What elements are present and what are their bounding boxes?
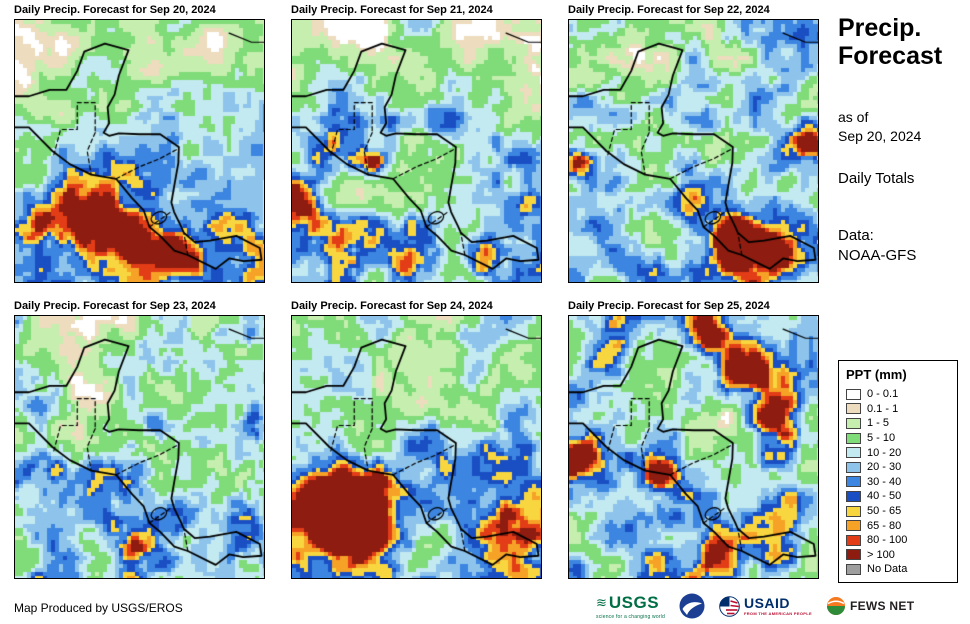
legend: PPT (mm) 0 - 0.1 0.1 - 1 1 - 5 5 - 10 10 - 2… <box>838 360 958 583</box>
panel-title: Daily Precip. Forecast for Sep 20, 2024 <box>14 4 216 16</box>
legend-item: 5 - 10 <box>846 431 952 446</box>
legend-item: 0 - 0.1 <box>846 387 952 402</box>
legend-item: 50 - 65 <box>846 504 952 519</box>
page-title-line1: Precip. <box>838 14 922 42</box>
legend-swatch <box>846 490 861 502</box>
legend-item: 10 - 20 <box>846 445 952 460</box>
legend-swatch <box>846 388 861 400</box>
legend-swatch <box>846 563 861 575</box>
panel-title: Daily Precip. Forecast for Sep 22, 2024 <box>568 4 770 16</box>
legend-item: > 100 <box>846 548 952 563</box>
legend-rows: 0 - 0.1 0.1 - 1 1 - 5 5 - 10 10 - 20 20 - 30 3… <box>846 387 952 577</box>
legend-label: 50 - 65 <box>867 505 902 518</box>
legend-item: 80 - 100 <box>846 533 952 548</box>
legend-label: 40 - 50 <box>867 490 902 503</box>
legend-label: 20 - 30 <box>867 461 902 474</box>
map-panel-sep-20: Daily Precip. Forecast for Sep 20, 2024 <box>14 4 267 283</box>
map-credit: Map Produced by USGS/EROS <box>14 601 183 615</box>
legend-item: 40 - 50 <box>846 489 952 504</box>
data-source-label: Data: <box>838 227 874 244</box>
page-title: Precip. Forecast <box>838 14 942 70</box>
legend-swatch <box>846 447 861 459</box>
panel-title: Daily Precip. Forecast for Sep 21, 2024 <box>291 4 493 16</box>
usgs-wave-icon: ≋ <box>596 595 607 610</box>
agency-logos: ≋ USGS science for a changing world USAI… <box>596 591 914 621</box>
legend-label: 30 - 40 <box>867 475 902 488</box>
map-panel-sep-25: Daily Precip. Forecast for Sep 25, 2024 <box>568 300 821 579</box>
usgs-logo: ≋ USGS science for a changing world <box>596 593 665 620</box>
legend-item: 0.1 - 1 <box>846 402 952 417</box>
legend-label: 0 - 0.1 <box>867 388 899 401</box>
as-of-label: as of <box>838 109 869 125</box>
precip-map-sep-22 <box>568 19 819 283</box>
legend-label: 65 - 80 <box>867 519 902 532</box>
fewsnet-logo: FEWS NET <box>826 596 914 616</box>
precip-map-sep-24 <box>291 315 542 579</box>
legend-item: 1 - 5 <box>846 416 952 431</box>
legend-label: No Data <box>867 563 908 576</box>
map-panel-sep-22: Daily Precip. Forecast for Sep 22, 2024 <box>568 4 821 283</box>
noaa-logo <box>679 593 705 619</box>
usaid-emblem-icon <box>719 595 740 617</box>
page-title-line2: Forecast <box>838 42 943 70</box>
legend-label: 80 - 100 <box>867 534 908 547</box>
map-panel-sep-23: Daily Precip. Forecast for Sep 23, 2024 <box>14 300 267 579</box>
legend-title: PPT (mm) <box>846 367 907 382</box>
fewsnet-wordmark: FEWS NET <box>849 599 915 613</box>
legend-item: 30 - 40 <box>846 475 952 490</box>
panel-title: Daily Precip. Forecast for Sep 25, 2024 <box>568 300 770 312</box>
data-source-value: NOAA-GFS <box>838 247 917 265</box>
legend-swatch <box>846 432 861 444</box>
legend-item: 20 - 30 <box>846 460 952 475</box>
precip-map-sep-23 <box>14 315 265 579</box>
as-of-date: Sep 20, 2024 <box>838 127 922 144</box>
info-sidebar: Precip. Forecast as of Sep 20, 2024 Dail… <box>836 0 964 624</box>
legend-swatch <box>846 520 861 532</box>
precip-map-sep-25 <box>568 315 819 579</box>
panel-title: Daily Precip. Forecast for Sep 23, 2024 <box>14 300 216 312</box>
map-panel-sep-24: Daily Precip. Forecast for Sep 24, 2024 <box>291 300 544 579</box>
legend-swatch <box>846 549 861 561</box>
noaa-seagull-icon <box>679 593 705 619</box>
legend-item: No Data <box>846 562 952 577</box>
legend-swatch <box>846 417 861 429</box>
precip-map-sep-20 <box>14 19 265 283</box>
legend-swatch <box>846 403 861 415</box>
usgs-wordmark: USGS <box>608 592 660 612</box>
usaid-logo: USAID FROM THE AMERICAN PEOPLE <box>719 595 812 617</box>
precip-map-sep-21 <box>291 19 542 283</box>
daily-totals-label: Daily Totals <box>838 170 915 187</box>
legend-swatch <box>846 505 861 517</box>
as-of-block: as of Sep 20, 2024 <box>838 108 921 146</box>
data-source-block: Data: NOAA-GFS <box>838 226 916 267</box>
usaid-tagline: FROM THE AMERICAN PEOPLE <box>743 610 812 616</box>
legend-label: 1 - 5 <box>867 417 890 430</box>
usaid-wordmark: USAID <box>743 595 791 612</box>
legend-swatch <box>846 534 861 546</box>
panel-title: Daily Precip. Forecast for Sep 24, 2024 <box>291 300 493 312</box>
legend-swatch <box>846 461 861 473</box>
legend-swatch <box>846 476 861 488</box>
usgs-tagline: science for a changing world <box>596 613 665 620</box>
map-panel-sep-21: Daily Precip. Forecast for Sep 21, 2024 <box>291 4 544 283</box>
legend-label: 10 - 20 <box>867 446 902 459</box>
legend-label: 0.1 - 1 <box>867 402 899 415</box>
fewsnet-globe-icon <box>826 597 845 615</box>
legend-label: > 100 <box>867 548 895 561</box>
legend-item: 65 - 80 <box>846 518 952 533</box>
legend-label: 5 - 10 <box>867 432 896 445</box>
